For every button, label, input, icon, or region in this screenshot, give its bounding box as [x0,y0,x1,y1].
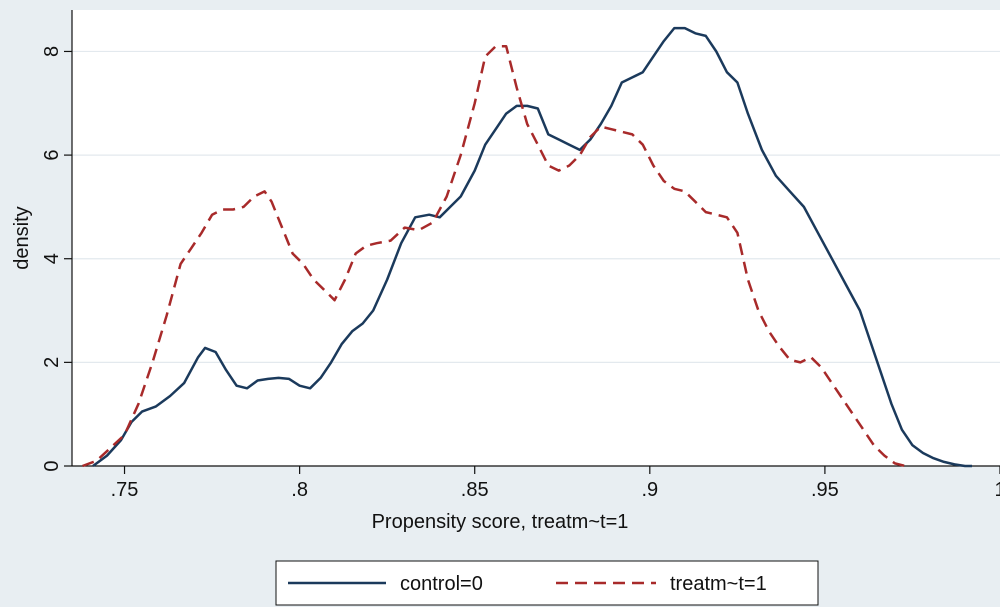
legend: control=0 treatm~t=1 [275,560,819,606]
x-tick-label: .85 [461,479,489,501]
series-line-treatment [82,45,906,468]
y-tick-label: 8 [41,46,63,57]
axes: 0 2 4 6 8 .75 .8 .85 .9 .95 1 [41,10,1000,501]
y-tick-label: 4 [41,253,63,264]
x-axis-title: Propensity score, treatm~t=1 [372,511,629,533]
x-tick-label: 1 [994,479,1000,501]
y-tick-label: 2 [41,357,63,368]
y-tick-label: 6 [41,150,63,161]
legend-label-treatment: treatm~t=1 [670,573,767,595]
x-tick-label: .9 [641,479,658,501]
series-lines [82,26,972,468]
grid-lines [72,50,1000,363]
legend-label-control: control=0 [400,573,483,595]
x-tick-label: .8 [291,479,308,501]
x-tick-label: .95 [811,479,839,501]
y-axis-title: density [11,206,33,269]
series-line-control [92,26,972,468]
y-tick-label: 0 [41,460,63,471]
plot-area [72,10,1000,466]
x-tick-label: .75 [111,479,139,501]
